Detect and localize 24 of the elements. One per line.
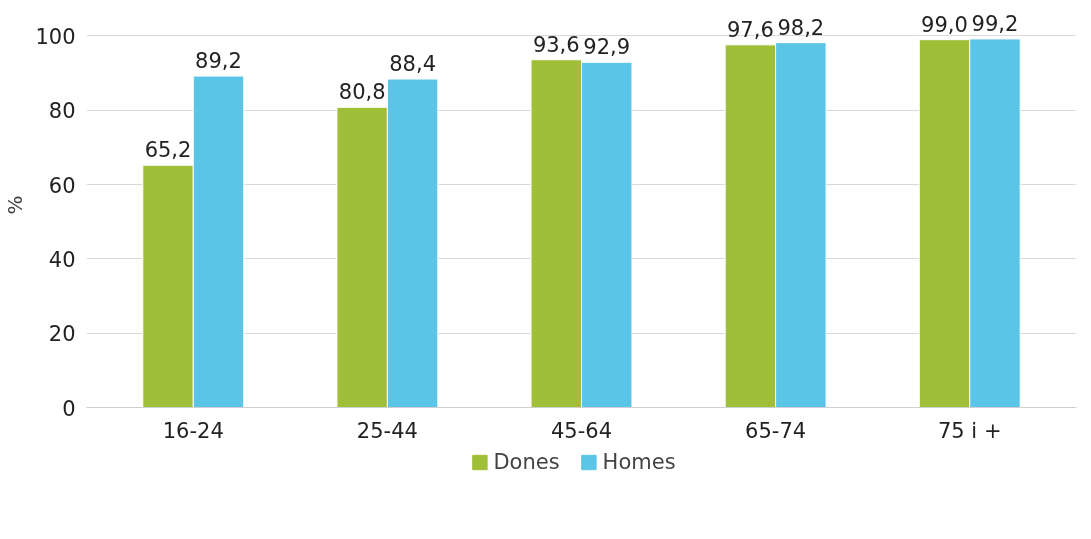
data-label: 88,4: [389, 52, 436, 77]
y-tick-label: 60: [48, 173, 76, 198]
data-label: 93,6: [532, 32, 580, 57]
y-tick-label: 100: [35, 24, 76, 49]
data-label: 65,2: [144, 138, 192, 163]
x-tick-label: 25-44: [356, 418, 418, 443]
data-label: 89,2: [195, 49, 242, 74]
data-label: 99,2: [971, 11, 1019, 36]
y-tick-label: 40: [48, 247, 76, 272]
data-label: 92,9: [583, 35, 631, 60]
data-label: 98,2: [777, 15, 825, 40]
x-tick-label: 75 i +: [937, 418, 1002, 443]
y-axis-title: %: [3, 195, 28, 215]
y-tick-label: 0: [62, 396, 76, 421]
y-tick-label: 20: [48, 322, 76, 347]
data-label: 97,6: [727, 17, 774, 42]
x-tick-label: 16-24: [162, 418, 224, 443]
y-tick-label: 80: [48, 99, 76, 124]
legend-label: Dones: [493, 450, 560, 474]
x-tick-label: 65-74: [745, 418, 807, 443]
x-tick-label: 45-64: [550, 418, 613, 443]
data-label: 80,8: [338, 80, 386, 105]
data-label: 99,0: [921, 12, 968, 37]
legend-label: Homes: [602, 450, 676, 474]
